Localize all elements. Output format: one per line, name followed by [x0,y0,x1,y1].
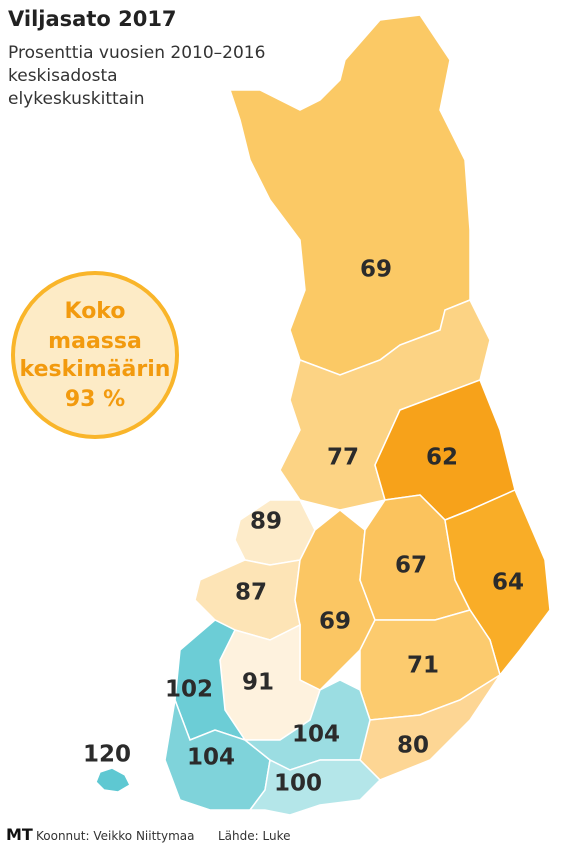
region [294,509,376,691]
title: Viljasato 2017 [8,7,177,31]
region-value: 91 [242,670,274,696]
region-value: 71 [407,653,439,679]
region-value: 100 [274,771,322,797]
subtitle-line: elykeskuskittain [8,89,145,109]
subtitle-line: keskisadosta [8,66,118,86]
region-value: 104 [187,745,235,771]
region-value: 104 [292,722,340,748]
callout-circle [11,271,179,439]
callout-line: maassa [48,329,142,354]
region-value: 120 [83,742,131,768]
region-value: 102 [165,677,213,703]
region-value: 62 [426,445,458,471]
region-value: 77 [327,445,359,471]
region [248,758,382,816]
region-value: 69 [319,609,351,635]
credit: Koonnut: Veikko Niittymaa [36,829,195,843]
region [444,489,551,677]
region-value: 89 [250,509,282,535]
region [95,767,131,793]
region-value: 87 [235,580,267,606]
callout-value: 93 % [65,387,125,412]
region-value: 67 [395,553,427,579]
source: Lähde: Luke [218,829,291,843]
logo: MT [6,825,33,844]
region-value: 64 [492,570,524,596]
regions: 69 77 62 89 87 69 67 64 71 80 91 102 104 104 100 120 [83,14,551,816]
callout-line: keskimäärin [20,357,171,382]
region [228,14,471,376]
callout-line: Koko [65,299,126,324]
region-value: 69 [360,257,392,283]
region-value: 80 [397,733,429,759]
subtitle-line: Prosenttia vuosien 2010–2016 [8,43,265,63]
